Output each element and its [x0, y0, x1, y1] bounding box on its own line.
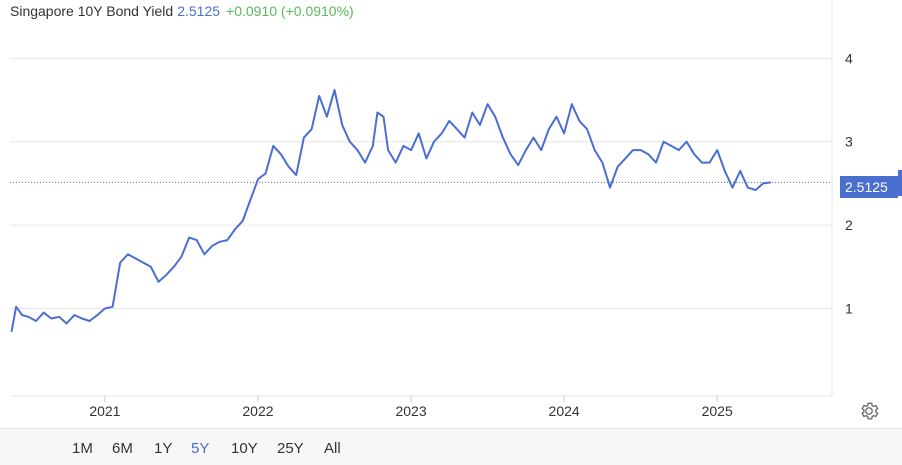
range-1y-button[interactable]: 1Y	[154, 440, 172, 457]
y-tick-label: 2	[845, 217, 853, 233]
chart-area: 1 2 3 4 2021 2022 2023 2024 2025	[0, 0, 902, 428]
range-all-button[interactable]: All	[324, 440, 341, 457]
x-tick-label: 2024	[549, 403, 580, 419]
x-tick-label: 2023	[395, 403, 426, 419]
current-value: 2.5125	[177, 3, 220, 19]
range-1m-button[interactable]: 1M	[72, 440, 93, 457]
range-10y-button[interactable]: 10Y	[231, 440, 258, 457]
range-25y-button[interactable]: 25Y	[277, 440, 304, 457]
series-line	[12, 90, 771, 332]
last-value-tag-edge	[898, 170, 902, 196]
change-value: +0.0910 (+0.0910%)	[226, 3, 354, 19]
chart-title: Singapore 10Y Bond Yield	[10, 3, 173, 19]
x-tick-label: 2025	[702, 403, 733, 419]
y-tick-label: 1	[845, 300, 853, 316]
gear-icon[interactable]	[858, 400, 880, 422]
x-tick-label: 2022	[242, 403, 273, 419]
y-tick-label: 4	[845, 50, 853, 66]
range-toolbar: 1M 6M 1Y 5Y 10Y 25Y All	[0, 428, 902, 465]
last-value-label: 2.5125	[840, 176, 898, 198]
range-5y-button[interactable]: 5Y	[191, 440, 209, 457]
y-tick-label: 3	[845, 134, 853, 150]
range-6m-button[interactable]: 6M	[112, 440, 133, 457]
x-tick-label: 2021	[89, 403, 120, 419]
